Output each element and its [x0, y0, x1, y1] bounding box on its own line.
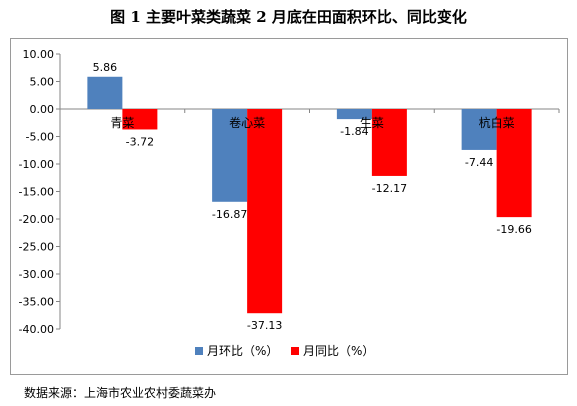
chart-frame: 10.00 5.00 0.00 -5.00 -10.00 -15.00 -20.00 -25.… [10, 38, 568, 375]
legend-label: 月环比（%） [207, 344, 278, 358]
y-tick-label: -40.00 [19, 323, 54, 336]
bar-chart: 10.00 5.00 0.00 -5.00 -10.00 -15.00 -20.00 -25.… [19, 48, 560, 358]
data-label: 5.86 [93, 61, 118, 74]
legend: 月环比（%） 月同比（%） [195, 344, 374, 358]
bar-mom-1 [212, 109, 248, 202]
y-tick-label: -30.00 [19, 268, 54, 281]
chart-title: 图 1 主要叶菜类蔬菜 2 月底在田面积环比、同比变化 [110, 8, 467, 26]
y-tick-label: -15.00 [19, 186, 54, 199]
data-label: -7.44 [465, 156, 493, 169]
legend-label: 月同比（%） [303, 344, 374, 358]
data-label: -37.13 [247, 319, 282, 332]
legend-swatch [195, 347, 203, 355]
y-tick-label: -25.00 [19, 241, 54, 254]
data-label: -3.72 [126, 135, 154, 148]
y-tick-label: 10.00 [23, 48, 55, 61]
y-tick-label: 5.00 [30, 76, 55, 89]
y-tick-label: -5.00 [26, 131, 54, 144]
bar-mom-3 [461, 109, 497, 150]
bar-yoy-0 [122, 109, 158, 130]
data-label: -1.84 [340, 125, 368, 138]
data-label: -16.87 [212, 208, 247, 221]
legend-swatch [291, 347, 299, 355]
y-tick-label: 0.00 [30, 103, 55, 116]
bars [87, 76, 532, 314]
bar-mom-0 [87, 76, 123, 109]
bar-mom-2 [336, 109, 372, 120]
data-label: -19.66 [496, 223, 531, 236]
y-tick-label: -20.00 [19, 213, 54, 226]
category-label: 青菜 [110, 116, 134, 130]
y-tick-label: -10.00 [19, 158, 54, 171]
bar-yoy-2 [371, 109, 407, 176]
y-tick-label: -35.00 [19, 296, 54, 309]
category-label: 卷心菜 [229, 115, 265, 130]
bar-yoy-3 [496, 109, 532, 218]
category-label: 杭白菜 [479, 115, 515, 130]
data-label: -12.17 [372, 182, 407, 195]
category-label: 生菜 [360, 116, 384, 130]
bar-yoy-1 [247, 109, 283, 314]
data-labels: 5.86 -16.87 -1.84 -7.44 -3.72 -37.13 -12.17 -19… [93, 61, 532, 332]
source-note: 数据来源：上海市农业农村委蔬菜办 [24, 386, 217, 400]
